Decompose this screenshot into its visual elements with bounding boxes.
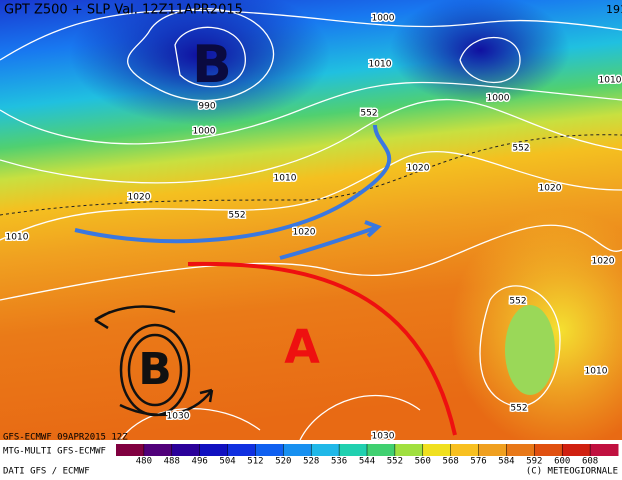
colorbar-label: 536 <box>331 457 347 467</box>
isobar-label: 552 <box>512 144 529 154</box>
isobar-label: 1000 <box>487 94 510 104</box>
isobar-label: 552 <box>510 404 527 414</box>
copyright: (C) METEOGIORNALE <box>526 467 618 477</box>
colorbar-label: 512 <box>247 457 263 467</box>
colorbar-label: 584 <box>498 457 514 467</box>
isobar-label: 1020 <box>128 193 151 203</box>
isobar-label: 1010 <box>599 76 622 86</box>
pressure-center: B <box>192 35 232 95</box>
isobar-label: 1010 <box>369 60 392 70</box>
color-swatch <box>450 444 480 456</box>
pressure-center: A <box>284 320 320 374</box>
color-swatch <box>116 444 145 456</box>
color-swatch <box>562 444 591 456</box>
map-title: GPT Z500 + SLP Val. 12Z11APR2015 <box>4 3 243 18</box>
isobar-label: 552 <box>360 109 377 119</box>
source-info: DATI GFS / ECMWF <box>3 467 90 477</box>
low-area <box>390 0 570 105</box>
isobar-label: 1020 <box>293 228 316 238</box>
isobar-label: 1010 <box>274 174 297 184</box>
colorbar-label: 520 <box>275 457 291 467</box>
color-swatch <box>199 444 229 456</box>
colorbar-label: 480 <box>136 457 152 467</box>
isobar-label: 552 <box>228 211 245 221</box>
color-swatch <box>590 444 619 456</box>
colorbar-label: 544 <box>359 457 375 467</box>
isobar-label: 990 <box>198 102 215 112</box>
color-swatch <box>394 444 424 456</box>
colorbar-label: 560 <box>415 457 431 467</box>
annotations <box>74 124 457 436</box>
color-swatch <box>311 444 340 456</box>
corner-label: 191 <box>606 3 622 16</box>
colorbar-label: 488 <box>164 457 180 467</box>
isobar-label: 1020 <box>592 257 615 267</box>
color-swatch <box>283 444 312 456</box>
map: 1000 1010 990 1000 1010 1020 552 1010 552 1020 100… <box>0 0 622 450</box>
color-swatch <box>171 444 201 456</box>
color-swatch <box>143 444 173 456</box>
isobar-label: 1000 <box>193 127 216 137</box>
color-swatch <box>422 444 452 456</box>
colorbar: 480 488 496 504 512 520 528 536 544 552 560 568 576 5… <box>116 444 619 467</box>
colorbar-label: 600 <box>554 457 570 467</box>
color-swatch <box>227 444 256 456</box>
isobar-label: 1010 <box>6 233 29 243</box>
cold-pool <box>505 305 555 395</box>
colorbar-label: 576 <box>470 457 486 467</box>
color-swatch <box>478 444 507 456</box>
isobar-label: 1020 <box>539 184 562 194</box>
isobar-label: 1010 <box>585 367 608 377</box>
isobar-label: 1000 <box>372 14 395 24</box>
isobar-label: 1030 <box>167 412 190 422</box>
color-swatch <box>255 444 284 456</box>
colorbar-label: 496 <box>192 457 208 467</box>
colorbar-label: 552 <box>387 457 403 467</box>
colorbar-label: 568 <box>443 457 459 467</box>
model-info: MTG-MULTI GFS-ECMWF <box>3 447 106 457</box>
label-layer: 1000 1010 990 1000 1010 1020 552 1010 552 1020 100… <box>4 12 622 443</box>
run-info: GFS-ECMWF 09APR2015 12Z <box>3 433 128 443</box>
colorbar-label: 528 <box>303 457 319 467</box>
isobars <box>0 7 622 441</box>
colorbar-label: 504 <box>219 457 235 467</box>
isobar-label: 1030 <box>372 432 395 442</box>
isobar-label: 552 <box>509 297 526 307</box>
isobar-label: 1020 <box>407 164 430 174</box>
colorbar-label: 592 <box>526 457 542 467</box>
color-swatch <box>367 444 396 456</box>
color-swatch <box>506 444 535 456</box>
pressure-center: B <box>138 344 172 395</box>
color-swatch <box>339 444 368 456</box>
colorbar-label: 608 <box>582 457 598 467</box>
color-swatch <box>534 444 563 456</box>
